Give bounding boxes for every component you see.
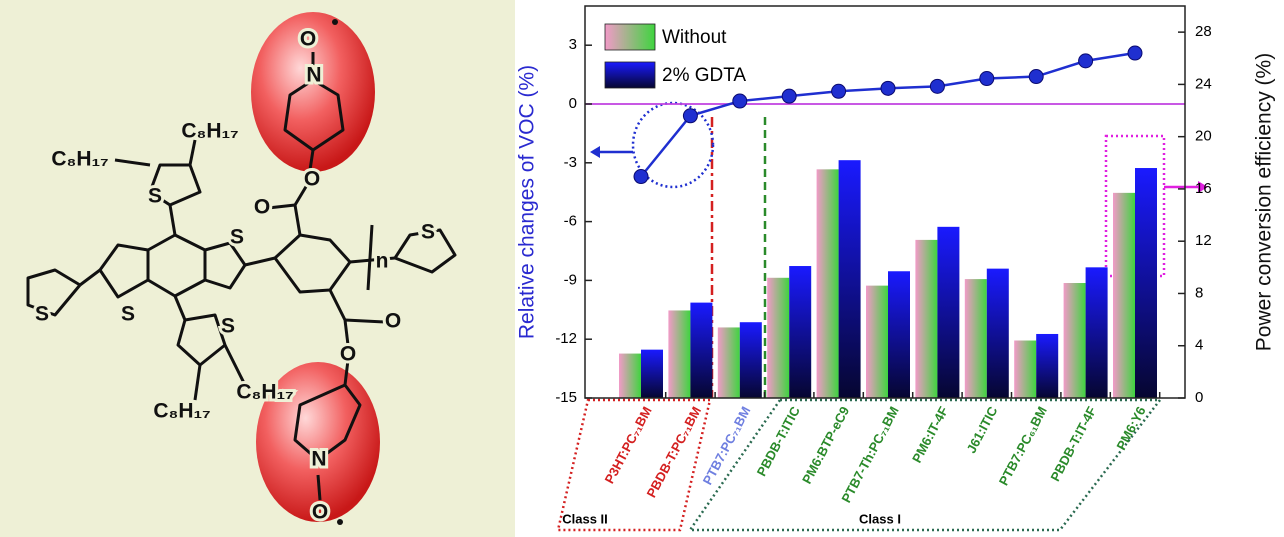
structure-label: S xyxy=(421,221,435,244)
voc-point xyxy=(1028,69,1044,85)
x-tick-label: P3HT:PC₇₁BM xyxy=(602,404,655,486)
y2-tick-label: 0 xyxy=(1195,389,1203,406)
y-tick-label: -15 xyxy=(555,389,577,406)
molecule xyxy=(26,12,457,525)
y2-axis-label: Power conversion efficiency (%) xyxy=(1253,53,1276,351)
bar xyxy=(789,266,812,398)
voc-point xyxy=(732,93,748,109)
voc-point xyxy=(682,108,698,124)
voc-point xyxy=(880,80,896,96)
structure-label: N xyxy=(306,64,321,87)
structure-label: S xyxy=(121,303,135,326)
bar xyxy=(767,277,790,398)
axis-arrow xyxy=(590,146,600,158)
bar xyxy=(838,160,861,398)
y-tick-label: 3 xyxy=(569,36,577,53)
axis-arrow xyxy=(1198,181,1208,193)
bar xyxy=(619,353,641,398)
x-tick-label: PTB7:PC₇₁BM xyxy=(700,404,754,487)
highlight-circle xyxy=(631,101,715,189)
structure-label: S xyxy=(221,315,235,338)
y2-tick-label: 28 xyxy=(1195,23,1212,40)
legend-swatch xyxy=(604,61,656,89)
y2-tick-label: 24 xyxy=(1195,75,1212,92)
group-bracket xyxy=(687,398,1163,532)
bar xyxy=(668,310,691,398)
legend-label: 2% GDTA xyxy=(662,65,746,86)
legend-swatch xyxy=(604,23,656,51)
voc-point xyxy=(979,71,995,87)
group-bracket xyxy=(556,398,712,532)
bar xyxy=(1036,333,1059,398)
bar xyxy=(937,226,960,398)
y2-tick-label: 4 xyxy=(1195,337,1203,354)
plot-frame xyxy=(584,5,1186,399)
bar xyxy=(866,285,888,398)
structure-label: C₈H₁₇ xyxy=(181,120,238,143)
x-tick-label: PBDB-T:PC₇₁BM xyxy=(643,404,704,500)
voc-point xyxy=(633,169,649,185)
bar xyxy=(1063,283,1086,398)
y2-tick-label: 20 xyxy=(1195,128,1212,145)
structure-label: O xyxy=(340,343,356,366)
y2-tick-label: 16 xyxy=(1195,180,1212,197)
structure-label: n xyxy=(376,250,389,273)
y2-tick-label: 12 xyxy=(1195,232,1212,249)
bar xyxy=(739,322,762,398)
structure-label: O xyxy=(304,168,320,191)
bar xyxy=(1135,168,1157,398)
structure-label: O xyxy=(385,310,401,333)
structure-label: C₈H₁₇ xyxy=(51,148,108,171)
structure-label: O xyxy=(300,28,316,51)
bar xyxy=(888,271,910,398)
bar xyxy=(1085,267,1108,398)
voc-point xyxy=(929,78,945,94)
bar xyxy=(816,169,839,398)
group-label: Class II xyxy=(562,511,608,526)
y-tick-label: -3 xyxy=(564,154,577,171)
y2-tick-label: 8 xyxy=(1195,284,1203,301)
voc-point xyxy=(1078,53,1094,69)
x-tick-label: PM6:IT-4F xyxy=(909,404,951,465)
structure-label: O xyxy=(254,196,270,219)
y-tick-label: -12 xyxy=(555,330,577,347)
structure-label: S xyxy=(230,226,244,249)
bar xyxy=(690,302,713,398)
bar xyxy=(964,279,987,398)
y-tick-label: -9 xyxy=(564,271,577,288)
x-tick-label: PTB7:PC₆₁BM xyxy=(996,404,1050,488)
bar xyxy=(1014,340,1037,398)
x-tick-label: PM6:BTP-eC9 xyxy=(799,404,852,486)
structure-label: C₈H₁₇ xyxy=(153,400,210,423)
bar xyxy=(641,349,663,398)
structure-label: O xyxy=(312,501,328,524)
structure-label: S xyxy=(148,185,162,208)
bar xyxy=(1113,192,1135,398)
voc-point xyxy=(781,88,797,104)
x-tick-label: PBDB-T:ITIC xyxy=(754,403,803,478)
legend-label: Without xyxy=(662,27,727,48)
voc-point xyxy=(831,83,847,99)
structure-label: C₈H₁₇ xyxy=(236,381,293,404)
x-tick-label: J61:ITIC xyxy=(963,403,1000,455)
y-tick-label: 0 xyxy=(569,95,577,112)
voc-point xyxy=(1127,45,1143,61)
bar xyxy=(915,239,938,398)
structure-label: S xyxy=(35,303,49,326)
y-tick-label: -6 xyxy=(564,213,577,230)
group-label: Class I xyxy=(859,511,901,526)
bar xyxy=(717,327,740,398)
x-tick-label: PBDB-T:IT-4F xyxy=(1047,404,1099,484)
x-tick-label: PM6:Y6 xyxy=(1113,404,1148,453)
bar xyxy=(986,268,1009,398)
structure-label: N xyxy=(311,448,326,471)
y-axis-label: Relative changes of VOC (%) xyxy=(516,65,539,339)
